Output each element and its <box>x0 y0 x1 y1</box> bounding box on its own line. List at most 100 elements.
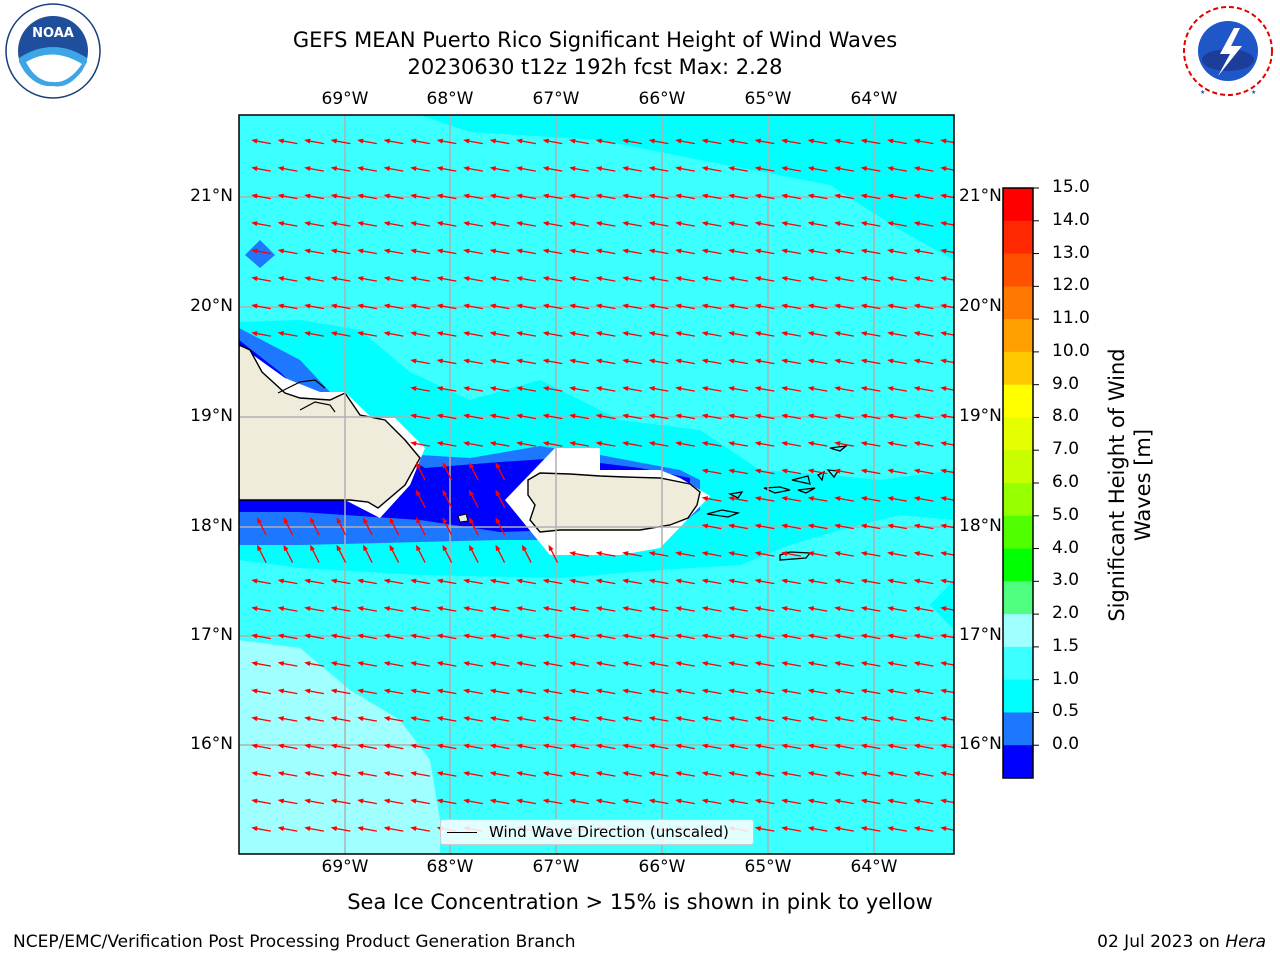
wave-direction-arrow <box>489 798 510 805</box>
wave-direction-arrow <box>357 166 377 172</box>
wave-direction-arrow <box>251 578 271 585</box>
wave-direction-arrow <box>436 633 457 640</box>
colorbar-label: 2.0 <box>1052 603 1080 624</box>
wave-direction-arrow <box>860 716 881 722</box>
hispaniola-coast-detail <box>277 379 336 413</box>
wave-direction-arrow <box>257 517 267 536</box>
wave-direction-arrow <box>940 358 954 364</box>
colorbar-segment <box>1003 548 1033 582</box>
wave-direction-arrow <box>675 166 695 172</box>
wave-direction-arrow <box>940 166 954 172</box>
wave-direction-arrow <box>277 221 298 227</box>
wave-direction-arrow <box>357 826 377 832</box>
svg-text:★: ★ <box>1251 89 1256 96</box>
wave-direction-arrow <box>463 771 483 777</box>
colorbar-label: 9.0 <box>1052 373 1080 394</box>
wave-direction-arrow <box>754 221 775 227</box>
hispaniola-land <box>239 344 421 509</box>
wave-direction-arrow <box>754 633 775 640</box>
wave-direction-arrow <box>754 413 775 420</box>
wave-direction-arrow <box>383 303 404 310</box>
wave-direction-arrow <box>542 771 563 777</box>
wave-direction-arrow <box>728 771 748 777</box>
colorbar-segment <box>1003 220 1033 255</box>
wave-direction-arrow <box>310 544 320 563</box>
wave-direction-arrow <box>675 331 695 337</box>
wave-direction-arrow <box>940 826 954 832</box>
wave-direction-arrow <box>913 606 934 612</box>
wave-direction-arrow <box>834 771 854 777</box>
wave-direction-arrow <box>330 633 351 640</box>
colorbar-label: 14.0 <box>1052 209 1090 230</box>
wave-direction-arrow <box>463 743 483 750</box>
wave-direction-arrow <box>357 633 377 640</box>
wave-direction-arrow <box>834 331 854 337</box>
wave-direction-arrow <box>675 688 695 695</box>
wave-direction-arrow <box>887 468 907 475</box>
wave-direction-arrow <box>675 633 695 640</box>
colorbar-label: 4.0 <box>1052 537 1080 558</box>
wave-direction-arrow <box>728 221 748 227</box>
wave-direction-arrow <box>416 517 426 536</box>
wave-direction-arrow <box>463 413 483 420</box>
wave-direction-arrow <box>754 496 775 502</box>
wave-direction-arrow <box>383 221 404 227</box>
colorbar-segment <box>1003 188 1033 222</box>
wave-direction-arrow <box>595 688 616 695</box>
wave-direction-arrow <box>940 413 954 419</box>
wave-direction-arrow <box>940 743 954 749</box>
wave-direction-arrow <box>913 661 934 667</box>
wave-direction-arrow <box>595 166 616 172</box>
wave-direction-arrow <box>807 578 828 585</box>
wave-direction-arrow <box>622 716 642 722</box>
wave-direction-arrow <box>516 716 536 722</box>
wave-direction-arrow <box>330 303 351 310</box>
wave-direction-arrow <box>542 441 563 447</box>
wave-direction-arrow <box>436 716 457 722</box>
wave-direction-arrow <box>728 303 748 310</box>
wave-direction-arrow <box>728 661 748 667</box>
wave-direction-arrow <box>436 221 457 227</box>
wave-direction-arrow <box>463 688 483 695</box>
wave-direction-arrow <box>383 578 404 585</box>
wave-direction-arrow <box>622 578 642 585</box>
wind-wave-arrows <box>251 138 954 832</box>
wave-direction-arrow <box>277 331 298 337</box>
wave-direction-arrow <box>622 358 642 365</box>
wave-direction-arrow <box>913 331 934 337</box>
wave-direction-arrow <box>251 661 271 667</box>
wave-direction-arrow <box>728 496 748 502</box>
wave-direction-arrow <box>754 523 775 530</box>
wave-direction-arrow <box>648 441 669 447</box>
wave-direction-arrow <box>675 798 695 805</box>
wave-direction-arrow <box>754 661 775 667</box>
wave-direction-arrow <box>675 716 695 722</box>
wave-direction-arrow <box>781 826 801 832</box>
wave-direction-arrow <box>728 413 748 420</box>
wave-direction-arrow <box>463 221 483 227</box>
wave-direction-arrow <box>701 331 722 337</box>
wave-direction-arrow <box>383 331 404 337</box>
wave-direction-arrow <box>887 248 907 255</box>
wave-direction-arrow <box>304 633 324 640</box>
wave-direction-arrow <box>463 578 483 585</box>
wave-direction-arrow <box>754 551 775 557</box>
wave-direction-arrow <box>913 771 934 777</box>
wave-direction-arrow <box>807 468 828 475</box>
wave-direction-arrow <box>807 826 828 832</box>
wave-direction-arrow <box>728 578 748 585</box>
wave-direction-arrow <box>648 276 669 282</box>
wave-direction-arrow <box>887 633 907 640</box>
wave-direction-arrow <box>489 743 510 750</box>
wave-direction-arrow <box>834 248 854 255</box>
wave-direction-arrow <box>357 331 377 337</box>
wave-direction-arrow <box>595 716 616 722</box>
wave-direction-arrow <box>383 798 404 805</box>
wave-direction-arrow <box>357 798 377 805</box>
wave-direction-arrow <box>648 331 669 337</box>
lat-tick-left: 18°N <box>190 516 233 536</box>
lat-tick-right: 21°N <box>959 186 1002 206</box>
wave-direction-arrow <box>251 688 271 695</box>
wave-direction-arrow <box>622 386 642 392</box>
lat-tick-left: 21°N <box>190 186 233 206</box>
